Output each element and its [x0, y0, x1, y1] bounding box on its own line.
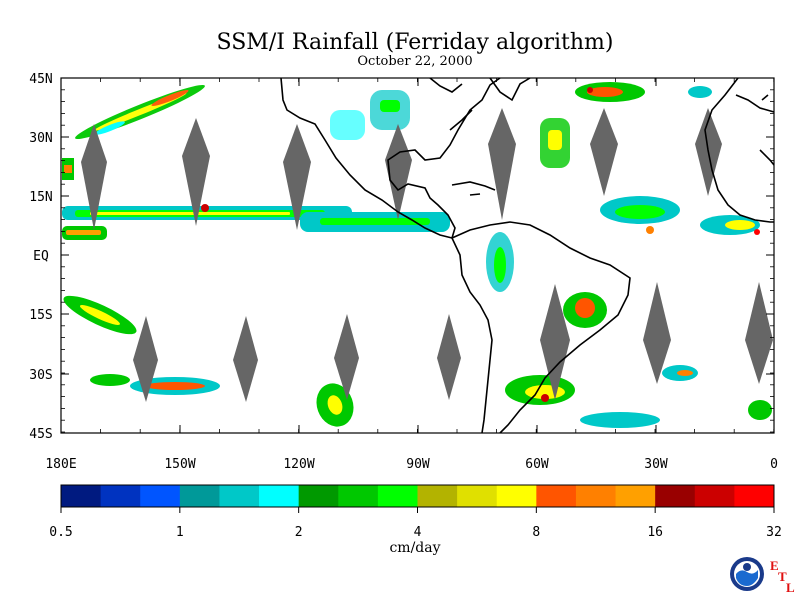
coastlines [280, 77, 775, 434]
colorbar-swatch [734, 485, 775, 507]
colorbar-swatch [179, 485, 220, 507]
colorbar-swatch [496, 485, 537, 507]
colorbar-tick-label: 1 [176, 525, 184, 540]
rain-clusters [62, 82, 772, 428]
lon-label: 60W [525, 457, 549, 472]
lon-label: 90W [406, 457, 430, 472]
colorbar-tick-label: 8 [532, 525, 540, 540]
colorbar-swatch [377, 485, 418, 507]
lon-label: 120W [283, 457, 314, 472]
etl-letter-t: T [778, 569, 787, 584]
colorbar-tick-label: 32 [766, 525, 782, 540]
colorbar-swatch [417, 485, 458, 507]
colorbar-swatch [298, 485, 339, 507]
lat-label: 30S [29, 368, 52, 383]
colorbar-swatch [536, 485, 577, 507]
colorbar-units: cm/day [389, 540, 441, 556]
lat-label: 45S [29, 427, 52, 442]
lat-label: EQ [33, 249, 49, 264]
colorbar-tick-label: 4 [414, 525, 422, 540]
colorbar-swatch [259, 485, 300, 507]
lon-label: 30W [644, 457, 668, 472]
lon-label: 0 [770, 457, 778, 472]
etl-letter-e: E [770, 558, 779, 573]
colorbar-swatch [338, 485, 379, 507]
colorbar-swatch [575, 485, 617, 507]
colorbar-swatch [100, 485, 141, 507]
colorbar-swatch [140, 485, 181, 507]
lat-label: 45N [29, 72, 52, 87]
colorbar-swatch [694, 485, 735, 507]
map-date: October 22, 2000 [357, 54, 473, 69]
colorbar-tick-label: 2 [295, 525, 303, 540]
lat-label: 30N [29, 131, 52, 146]
swath-gaps [81, 108, 773, 402]
colorbar-swatch [61, 485, 102, 507]
lat-label: 15N [29, 190, 52, 205]
lat-label: 15S [29, 308, 52, 323]
lon-label: 150W [164, 457, 195, 472]
noaa-seal-icon [730, 557, 764, 591]
map-axes: 45N 30N 15N EQ 15S 30S 45S 180E 150W 120W 90W 60W 30… [29, 72, 778, 472]
colorbar-swatch [615, 485, 656, 507]
colorbar-swatch [655, 485, 696, 507]
etl-letter-l: L [786, 580, 795, 595]
colorbar-tick-label: 0.5 [49, 525, 72, 540]
colorbar-swatch [219, 485, 260, 507]
colorbar: 0.5 1 2 4 8 16 32 [49, 484, 782, 540]
lon-label: 180E [45, 457, 76, 472]
colorbar-swatch [457, 485, 498, 507]
map-title: SSM/I Rainfall (Ferriday algorithm) [216, 30, 614, 55]
colorbar-tick-label: 16 [647, 525, 663, 540]
